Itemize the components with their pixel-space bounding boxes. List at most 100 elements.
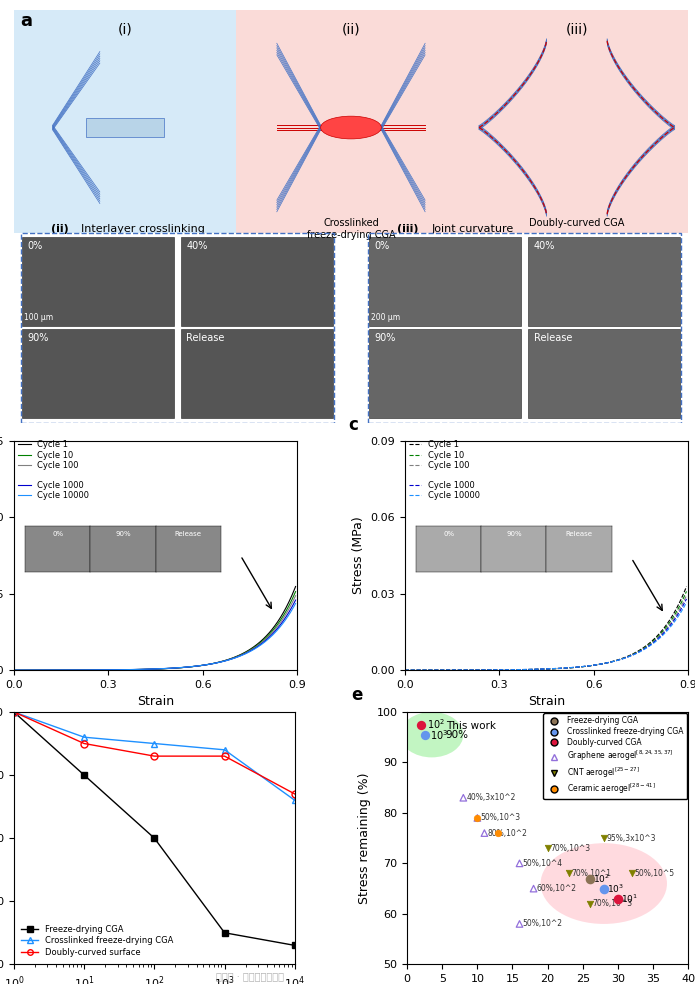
Text: Release: Release [186,334,225,343]
Cycle 10 [682,585,691,597]
Point [612,891,623,906]
Point [598,830,610,846]
Text: 40%: 40% [534,241,555,251]
Cycle 10000 [573,661,581,673]
Cycle 10 [400,664,409,676]
Line: Cycle 1000: Cycle 1000 [404,599,687,670]
FancyBboxPatch shape [22,329,174,418]
Text: 0%: 0% [27,241,42,251]
Cycle 100 [291,589,300,601]
Cycle 1000 [402,664,410,676]
Point [563,866,574,882]
Cycle 100 [247,644,256,655]
Text: (iii): (iii) [566,23,588,36]
Text: 40%,3x10^2: 40%,3x10^2 [466,793,516,802]
Cycle 1 [567,662,575,674]
Cycle 10000 [567,661,575,673]
Cycle 100 [573,661,581,673]
Point [598,881,610,896]
Cycle 10 [573,661,581,673]
Line: Cycle 10: Cycle 10 [14,591,295,670]
Cycle 10000 [10,664,19,676]
Text: 70%,10^1: 70%,10^1 [571,869,612,878]
Cycle 10000 [656,632,664,644]
Line: Cycle 100: Cycle 100 [404,595,687,670]
Text: 70%,10^3: 70%,10^3 [550,843,591,853]
Point [542,840,553,856]
Legend: Freeze-drying CGA, Crosslinked freeze-drying CGA, Doubly-curved CGA, Graphene ae: Freeze-drying CGA, Crosslinked freeze-dr… [543,713,687,799]
Text: 90%: 90% [375,334,396,343]
Cycle 10 [247,644,256,655]
Crosslinked freeze-drying CGA [80,731,88,743]
FancyBboxPatch shape [528,237,680,326]
Text: 70%,10^3: 70%,10^3 [593,899,632,908]
Text: Interlayer crosslinking: Interlayer crosslinking [81,223,205,233]
Point [584,871,596,887]
Crosslinked freeze-drying CGA [291,794,299,806]
Cycle 10000 [265,633,273,645]
Cycle 100 [265,630,273,642]
Text: 50%,10^4: 50%,10^4 [523,859,562,868]
Text: This work: This work [445,721,496,731]
Text: (i): (i) [117,23,133,36]
Freeze-drying CGA [80,769,88,781]
Cycle 1 [656,627,664,639]
Legend: Cycle 1000, Cycle 10000: Cycle 1000, Cycle 10000 [18,480,89,500]
Cycle 1 [291,581,300,592]
Y-axis label: Stress remaining (%): Stress remaining (%) [358,772,371,904]
Cycle 1 [402,664,410,676]
Point [458,790,469,806]
Cycle 1000 [656,631,664,643]
Cycle 1000 [265,632,273,644]
Text: 95%,3x10^3: 95%,3x10^3 [607,833,656,842]
Bar [86,118,164,137]
Cycle 1000 [567,661,575,673]
Cycle 10 [569,661,577,673]
Cycle 1000 [10,664,18,676]
Point [514,916,525,932]
Cycle 1000 [569,661,577,673]
Cycle 1 [182,661,190,673]
Line: Cycle 10000: Cycle 10000 [404,602,687,670]
Point [472,810,483,826]
Point [479,826,490,841]
Cycle 1 [400,664,409,676]
Text: Release: Release [534,334,572,343]
Text: 90%: 90% [445,730,468,740]
Cycle 1000 [247,645,256,656]
Line: Cycle 1: Cycle 1 [404,586,687,670]
Text: 60%,10^2: 60%,10^2 [537,884,576,893]
Cycle 100 [567,661,575,673]
FancyBboxPatch shape [14,10,236,233]
Cycle 1000 [682,593,691,605]
Cycle 100 [10,664,18,676]
Cycle 10000 [638,645,646,656]
Cycle 1000 [573,661,581,673]
Cycle 10000 [402,664,410,676]
Cycle 100 [638,644,646,655]
Text: $10^3$: $10^3$ [430,728,448,742]
Cycle 10 [402,664,410,676]
Point [419,727,430,743]
Crosslinked freeze-drying CGA [220,744,229,756]
Cycle 10000 [400,664,409,676]
Point [584,895,596,911]
Text: Crosslinked
freeze-drying CGA: Crosslinked freeze-drying CGA [306,218,395,240]
Cycle 100 [10,664,19,676]
Cycle 10 [656,629,664,641]
Cycle 1 [177,662,185,674]
Cycle 10 [177,661,186,673]
Cycle 10000 [291,597,300,609]
Cycle 100 [177,661,185,673]
Cycle 100 [682,589,691,601]
Cycle 10000 [569,661,577,673]
FancyBboxPatch shape [236,10,688,233]
Doubly-curved surface [10,707,18,718]
Text: Joint curvature: Joint curvature [432,223,514,233]
Cycle 10000 [177,661,186,673]
Text: 80%,10^2: 80%,10^2 [487,829,527,837]
Cycle 10 [265,629,273,641]
Cycle 1 [638,643,646,654]
Line: Freeze-drying CGA: Freeze-drying CGA [10,708,298,949]
Crosslinked freeze-drying CGA [150,738,158,750]
